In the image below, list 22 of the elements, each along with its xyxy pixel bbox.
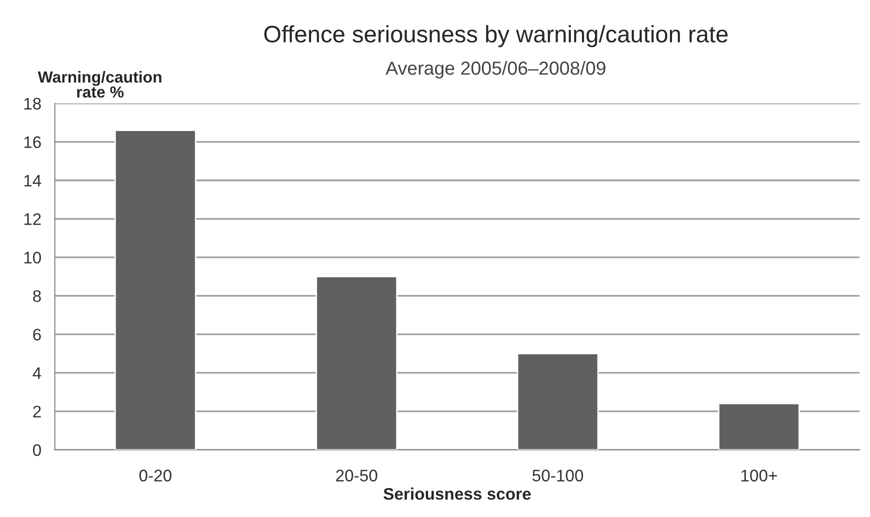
y-tick-label: 6 [33, 328, 41, 341]
y-tick-label: 2 [33, 406, 41, 418]
bar [718, 402, 800, 450]
bar [516, 352, 599, 450]
bar [114, 130, 196, 450]
y-tick-label: 4 [32, 367, 42, 379]
bar [316, 276, 398, 450]
y-tick-label: 10 [24, 252, 41, 264]
x-tick-label: 0-20 [139, 470, 172, 482]
y-tick-label: 12 [24, 213, 41, 225]
x-tick-label: 20-50 [336, 470, 378, 482]
chart-subtitle: Average 2005/06–2008/09 [386, 61, 606, 79]
x-tick-label: 50-100 [532, 470, 584, 482]
y-tick-label: 8 [33, 290, 41, 302]
y-tick-label: 0 [33, 444, 41, 456]
y-tick-label: 18 [24, 98, 41, 110]
y-tick-label: 14 [24, 174, 42, 186]
y-tick-label: 16 [24, 136, 41, 148]
x-axis-title: Seriousness score [384, 488, 531, 500]
y-axis-title: Warning/caution rate % [38, 70, 162, 98]
x-tick-label: 100+ [741, 470, 777, 482]
chart-title: Offence seriousness by warning/caution rate [264, 25, 728, 48]
